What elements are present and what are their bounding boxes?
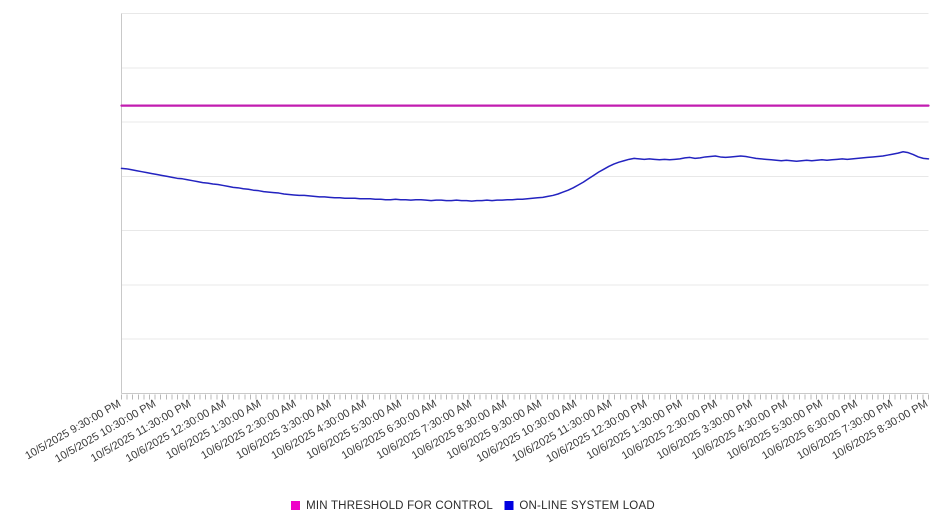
series-line-system-load [120,150,930,202]
legend-label: ON-LINE SYSTEM LOAD [519,500,654,512]
legend-swatch [291,501,301,510]
legend-group: MIN THRESHOLD FOR CONTROL ON-LINE SYSTEM … [291,500,655,512]
legend-label: MIN THRESHOLD FOR CONTROL [306,500,493,512]
series-group [120,104,930,202]
legend-swatch [504,501,514,510]
axis-group [121,13,929,394]
x-tick-marks-group [121,394,929,400]
